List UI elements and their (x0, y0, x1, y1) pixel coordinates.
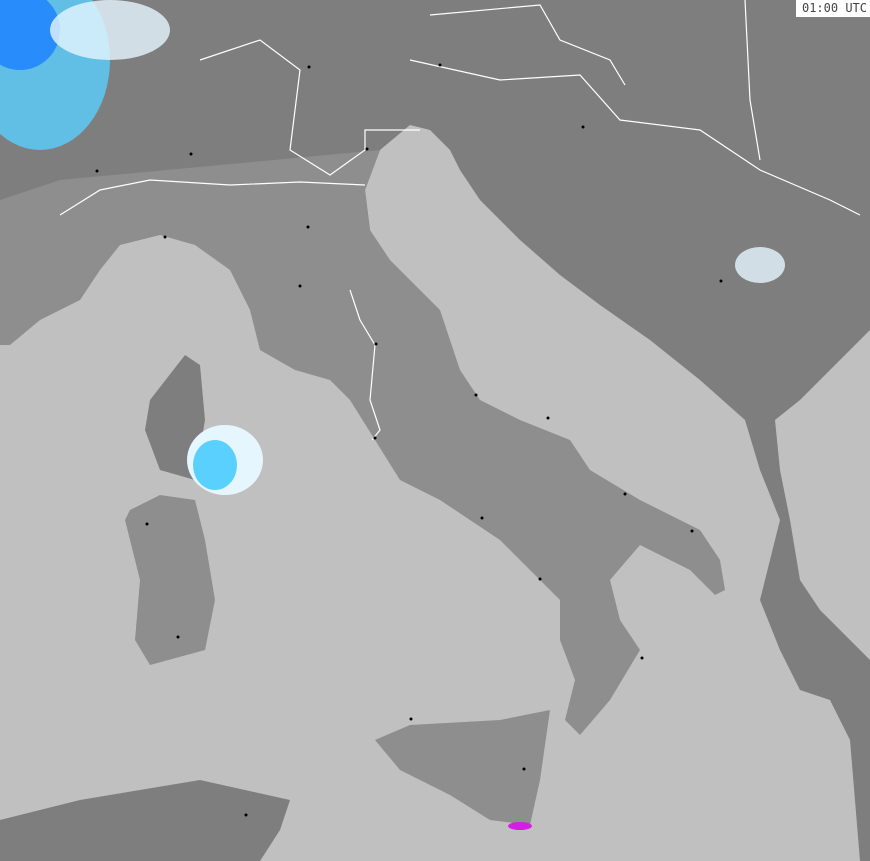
land-italy (0, 150, 725, 735)
timestamp-label: 01:00 UTC (795, 0, 870, 17)
precipitation (0, 0, 785, 830)
borders (59, 0, 861, 441)
land-africa (0, 780, 290, 861)
city-markers (95, 63, 723, 817)
land-sardinia (125, 495, 215, 665)
land-sicily (375, 710, 550, 825)
